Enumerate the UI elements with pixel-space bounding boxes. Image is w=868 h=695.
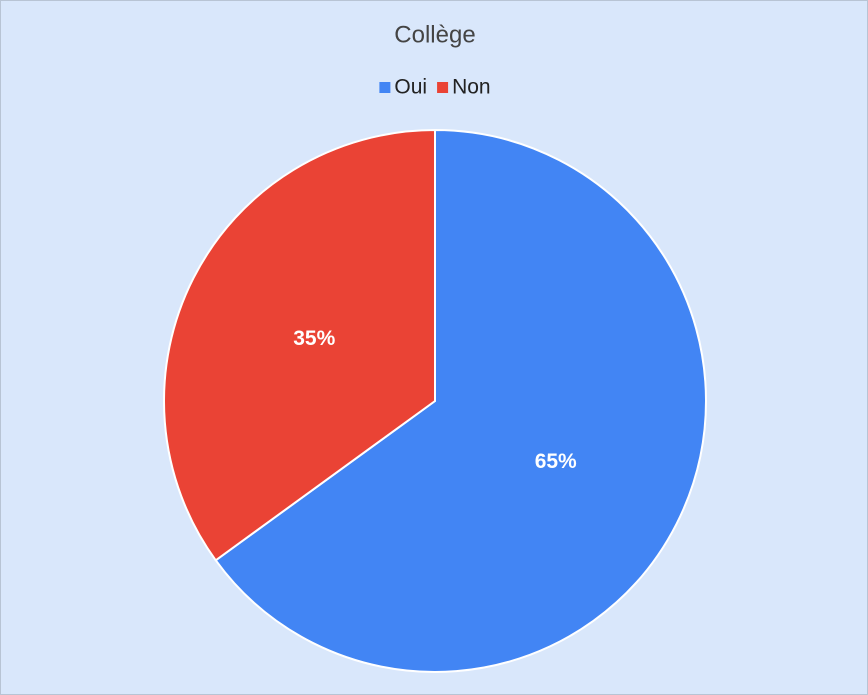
legend-label: Non	[452, 76, 491, 99]
pie-slice	[214, 128, 707, 673]
pie-slice	[163, 128, 436, 562]
legend: Oui Non	[379, 76, 491, 99]
legend-swatch	[379, 82, 391, 93]
data-label: 35%	[293, 327, 335, 350]
legend-label: Oui	[394, 76, 427, 99]
legend-swatch	[437, 82, 449, 93]
chart-title: Collège	[394, 21, 475, 48]
data-label: 65%	[535, 450, 577, 473]
